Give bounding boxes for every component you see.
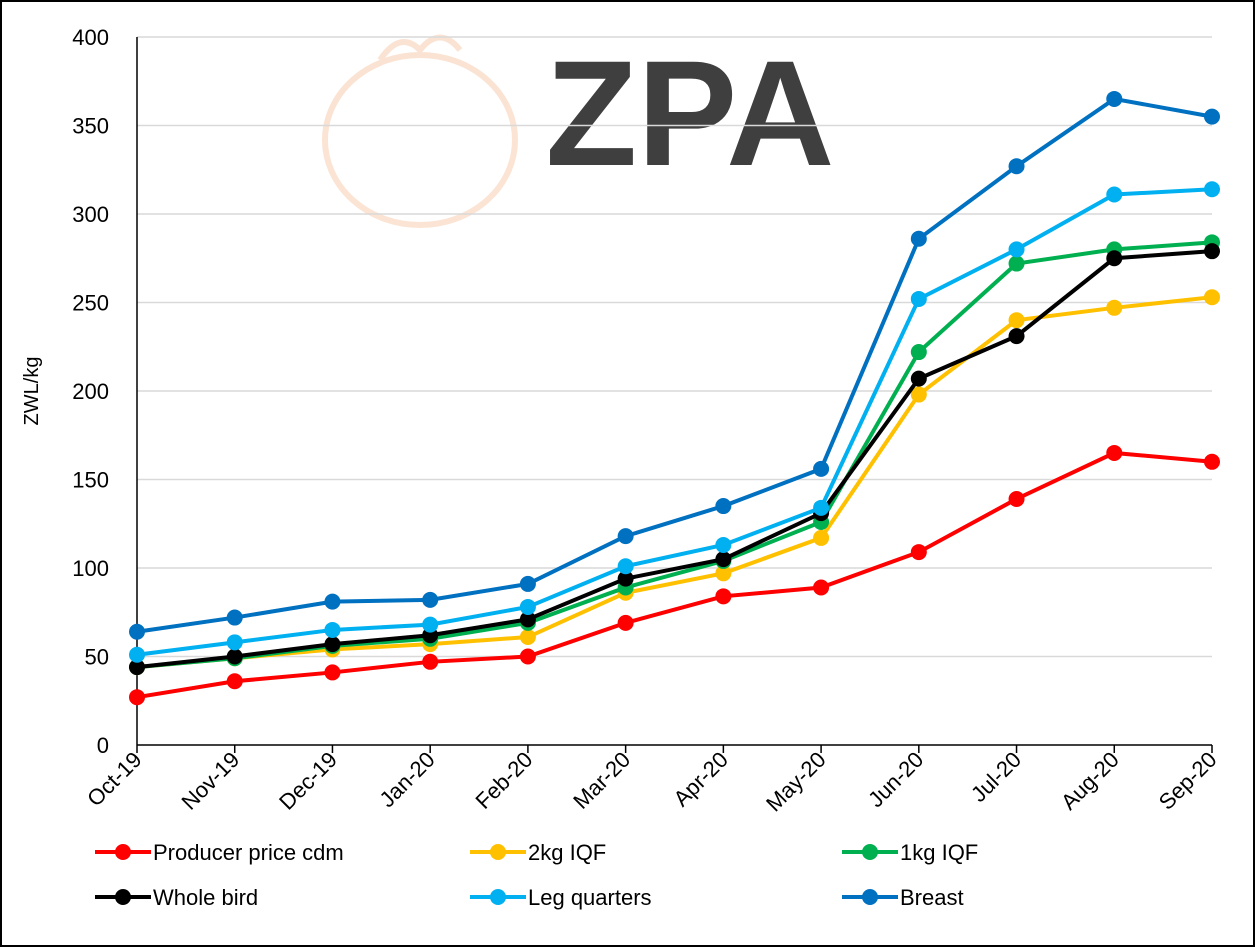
data-point [1009, 328, 1025, 344]
data-point [1106, 91, 1122, 107]
legend-label: Whole bird [153, 885, 258, 910]
y-tick-label: 350 [72, 114, 109, 139]
data-point [1204, 243, 1220, 259]
legend-label: Leg quarters [528, 885, 652, 910]
legend-marker [862, 844, 878, 860]
data-point [129, 647, 145, 663]
data-point [618, 558, 634, 574]
chart: ZPA ZWL/kg 050100150200250300350400Oct-1… [0, 0, 1255, 947]
data-point [227, 649, 243, 665]
data-point [1009, 256, 1025, 272]
legend-label: Producer price cdm [153, 840, 344, 865]
data-point [129, 689, 145, 705]
data-point [813, 500, 829, 516]
data-point [422, 592, 438, 608]
data-point [227, 610, 243, 626]
watermark: ZPA [546, 29, 835, 197]
data-point [618, 615, 634, 631]
data-point [1106, 445, 1122, 461]
legend-marker [115, 889, 131, 905]
data-point [520, 629, 536, 645]
legend-marker [490, 889, 506, 905]
data-point [1009, 491, 1025, 507]
data-point [422, 617, 438, 633]
data-point [911, 231, 927, 247]
legend-label: 1kg IQF [900, 840, 978, 865]
data-point [1009, 241, 1025, 257]
data-point [715, 551, 731, 567]
data-point [1106, 250, 1122, 266]
legend-marker [490, 844, 506, 860]
data-point [715, 498, 731, 514]
y-tick-label: 200 [72, 379, 109, 404]
data-point [911, 371, 927, 387]
data-point [324, 594, 340, 610]
data-point [813, 579, 829, 595]
data-point [227, 634, 243, 650]
data-point [1204, 181, 1220, 197]
data-point [1106, 300, 1122, 316]
data-point [129, 624, 145, 640]
legend-label: Breast [900, 885, 964, 910]
page: {"chart_data": {"type": "line", "waterma… [0, 0, 1255, 947]
data-point [1204, 109, 1220, 125]
data-point [911, 291, 927, 307]
y-tick-label: 400 [72, 25, 109, 50]
legend-label: 2kg IQF [528, 840, 606, 865]
y-tick-label: 100 [72, 556, 109, 581]
data-point [1106, 187, 1122, 203]
y-axis-label: ZWL/kg [21, 357, 43, 426]
data-point [813, 530, 829, 546]
data-point [618, 528, 634, 544]
data-point [324, 664, 340, 680]
data-point [813, 461, 829, 477]
data-point [911, 544, 927, 560]
data-point [324, 636, 340, 652]
y-tick-label: 300 [72, 202, 109, 227]
y-tick-label: 50 [85, 645, 109, 670]
data-point [1204, 454, 1220, 470]
data-point [520, 649, 536, 665]
y-tick-label: 0 [97, 733, 109, 758]
data-point [715, 588, 731, 604]
data-point [227, 673, 243, 689]
data-point [1009, 312, 1025, 328]
data-point [911, 344, 927, 360]
data-point [422, 654, 438, 670]
data-point [715, 537, 731, 553]
y-tick-label: 250 [72, 291, 109, 316]
legend-marker [115, 844, 131, 860]
data-point [1009, 158, 1025, 174]
legend-marker [862, 889, 878, 905]
data-point [520, 599, 536, 615]
y-tick-label: 150 [72, 468, 109, 493]
data-point [1204, 289, 1220, 305]
data-point [520, 576, 536, 592]
data-point [324, 622, 340, 638]
